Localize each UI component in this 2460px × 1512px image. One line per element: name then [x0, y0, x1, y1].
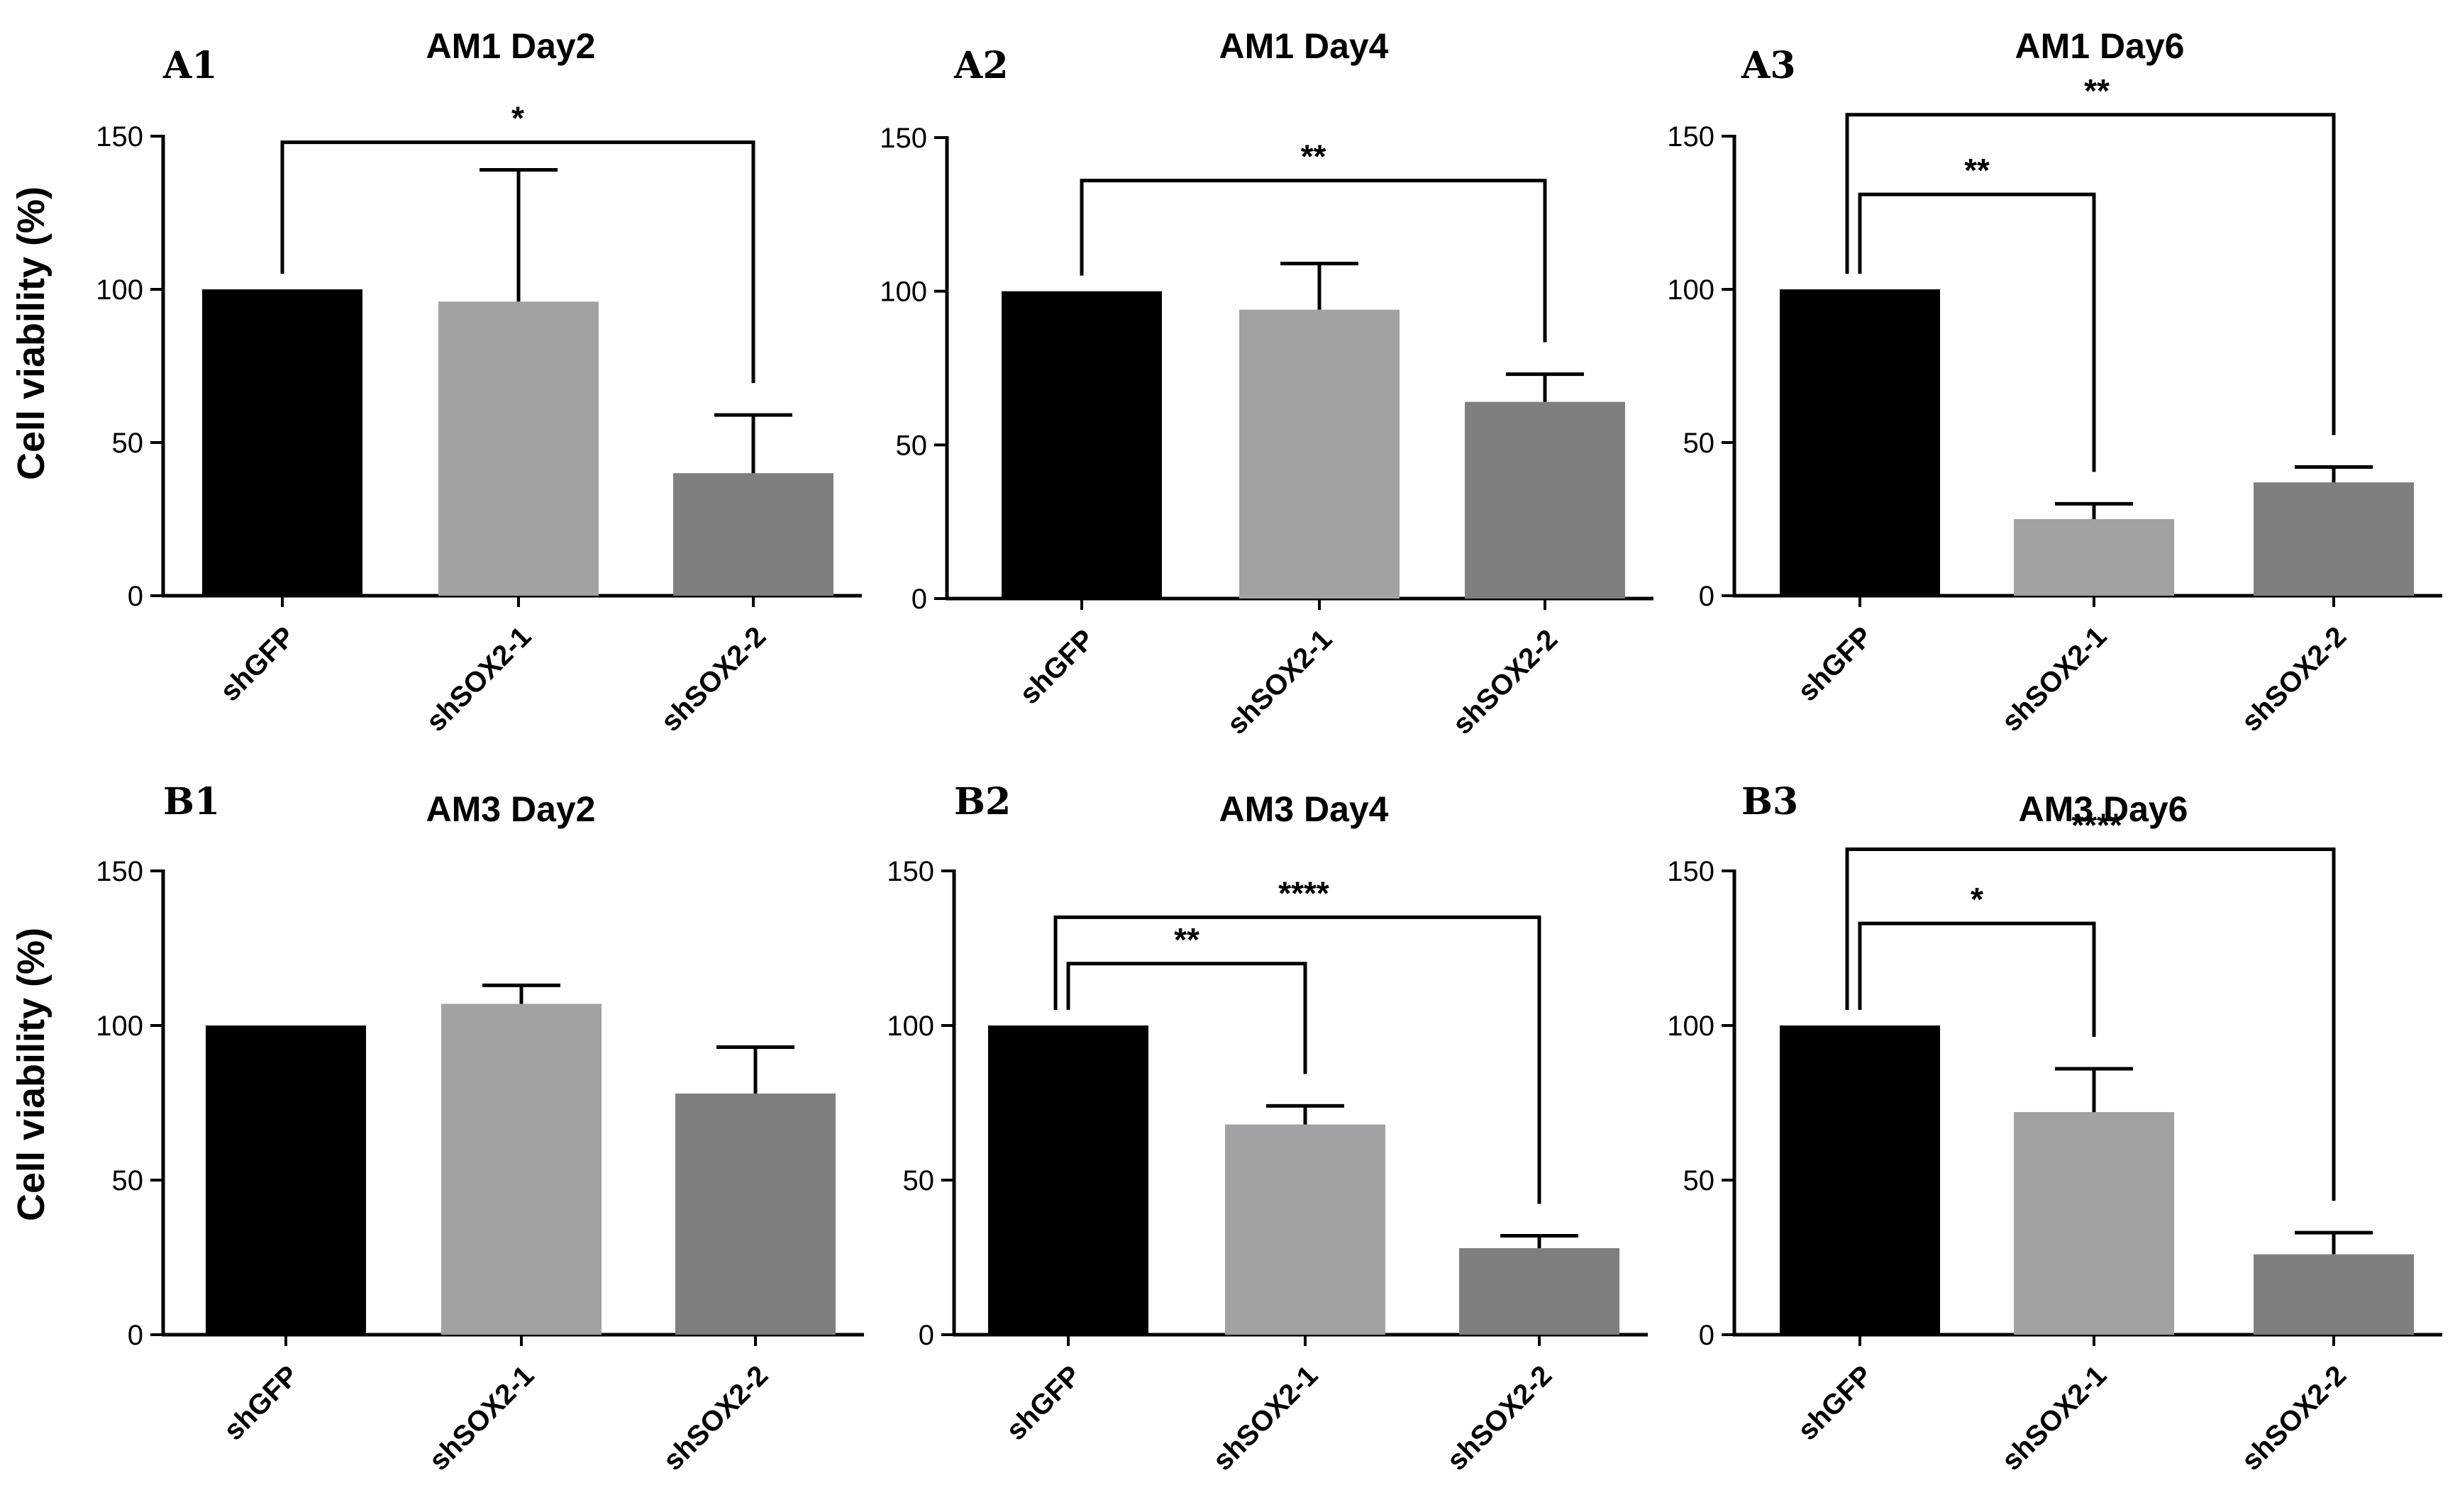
panel-letter: B3: [1741, 780, 1798, 823]
category-label: shSOX2-1: [1996, 621, 2113, 738]
bar-shsox2-1: [441, 1004, 602, 1335]
category-label: shSOX2-2: [1447, 623, 1564, 740]
bar-shsox2-2: [675, 1093, 836, 1335]
bar-shgfp: [206, 1025, 366, 1335]
category-label: shSOX2-2: [2236, 1360, 2353, 1477]
significance-bracket: [1858, 921, 2096, 1038]
y-tick-label: 150: [1667, 121, 1714, 152]
bar-shsox2-1: [438, 301, 599, 596]
bar-shsox2-2: [1459, 1247, 1619, 1335]
panel-a2: A2 AM1 Day4 0 50 100 150 shGFP shSOX2-1 shSOX2-2…: [880, 26, 1653, 740]
category-label: shGFP: [1000, 1360, 1087, 1446]
panel-a1: A1 AM1 Day2 0 50 100 150 shGFP shSOX2-1 shSOX2-2…: [96, 26, 862, 738]
panel-letter: A3: [1741, 44, 1796, 87]
y-tick-label: 0: [919, 1320, 934, 1351]
y-tick-label: 0: [128, 581, 143, 612]
category-label: shSOX2-2: [655, 621, 772, 738]
bar-shsox2-2: [2254, 482, 2414, 596]
significance-label: *: [511, 100, 524, 137]
bar-shgfp: [988, 1025, 1148, 1335]
y-tick-label: 50: [112, 1165, 144, 1196]
panel-title: AM1 Day6: [2015, 26, 2185, 66]
y-tick-label: 0: [1699, 581, 1714, 612]
bar-shsox2-2: [2254, 1254, 2414, 1335]
bar-shsox2-2: [673, 473, 833, 596]
category-label: shGFP: [214, 621, 301, 707]
category-label: shSOX2-2: [658, 1360, 775, 1477]
panel-letter: B2: [954, 780, 1011, 823]
y-tick-label: 100: [1667, 274, 1714, 306]
y-tick-label: 150: [96, 121, 143, 152]
bar-shgfp: [1780, 1025, 1940, 1335]
y-tick-label: 150: [1667, 856, 1714, 887]
category-label: shSOX2-1: [423, 1360, 541, 1477]
y-tick-label: 50: [903, 1165, 935, 1196]
category-label: shGFP: [1792, 1360, 1878, 1446]
y-tick-label: 100: [880, 277, 927, 308]
significance-bracket: [1053, 915, 1541, 1204]
panel-title: AM1 Day2: [426, 26, 596, 66]
category-label: shGFP: [1014, 623, 1100, 710]
panel-title: AM3 Day2: [426, 789, 596, 829]
significance-bracket: [1845, 113, 2336, 435]
panel-title: AM3 Day6: [2019, 789, 2188, 829]
y-tick-label: 0: [128, 1320, 143, 1351]
y-tick-label: 100: [1667, 1011, 1714, 1042]
bar-shsox2-1: [2014, 519, 2174, 596]
significance-bracket: [1845, 847, 2336, 1201]
y-tick-label: 50: [112, 428, 144, 459]
significance-label: **: [1964, 152, 1990, 189]
y-tick-label: 50: [1683, 428, 1715, 459]
category-label: shSOX2-1: [1221, 623, 1339, 740]
panel-letter: B1: [163, 780, 220, 823]
panel-letter: A2: [953, 44, 1009, 87]
category-label: shSOX2-2: [2236, 621, 2353, 738]
category-label: shSOX2-1: [1996, 1360, 2113, 1477]
category-label: shSOX2-1: [421, 621, 538, 738]
significance-label: *: [1971, 881, 1983, 918]
bar-shgfp: [1780, 289, 1940, 596]
y-tick-label: 100: [887, 1011, 934, 1042]
panel-b1: B1 AM3 Day2 0 50 100 150 shGFP shSOX2-1 shSOX2-2: [96, 780, 864, 1477]
significance-bracket: [1080, 179, 1547, 343]
panel-letter: A1: [162, 44, 218, 87]
significance-bracket: [280, 140, 755, 384]
category-label: shGFP: [218, 1360, 304, 1446]
significance-label: **: [1174, 921, 1199, 958]
y-tick-label: 100: [96, 1011, 143, 1042]
bar-shsox2-1: [1239, 309, 1400, 599]
y-axis-title: Cell viability (%): [10, 187, 52, 480]
significance-label: ****: [2071, 806, 2122, 843]
bar-shsox2-1: [1225, 1124, 1385, 1335]
y-tick-label: 50: [1683, 1165, 1715, 1196]
y-tick-label: 150: [96, 856, 143, 887]
panel-b2: B2 AM3 Day4 0 50 100 150 shGFP shSOX2-1 shSOX2-2…: [887, 780, 1648, 1477]
panel-b3: B3 AM3 Day6 0 50 100 150 shGFP shSOX2-1 shSOX2-2…: [1667, 780, 2442, 1477]
significance-bracket: [1066, 962, 1307, 1074]
y-tick-label: 0: [1699, 1320, 1714, 1351]
y-tick-label: 50: [896, 430, 928, 461]
category-label: shSOX2-1: [1207, 1360, 1324, 1477]
significance-label: **: [1301, 138, 1326, 175]
panel-title: AM1 Day4: [1219, 26, 1389, 66]
significance-label: ****: [1278, 874, 1329, 911]
y-axis-title: Cell viability (%): [10, 928, 52, 1221]
panel-title: AM3 Day4: [1219, 789, 1389, 829]
y-tick-label: 150: [880, 123, 927, 154]
bar-shsox2-2: [1465, 401, 1625, 599]
category-label: shGFP: [1792, 621, 1878, 707]
category-label: shSOX2-2: [1441, 1360, 1558, 1477]
significance-label: **: [2084, 72, 2110, 109]
bar-shgfp: [1002, 291, 1162, 599]
y-tick-label: 0: [912, 584, 927, 615]
y-tick-label: 150: [887, 856, 934, 887]
significance-bracket: [1858, 192, 2096, 472]
panel-a3: A3 AM1 Day6 0 50 100 150 shGFP shSOX2-1 shSOX2-2…: [1667, 26, 2442, 738]
bar-shsox2-1: [2014, 1112, 2174, 1335]
bar-shgfp: [202, 289, 362, 596]
y-tick-label: 100: [96, 274, 143, 306]
